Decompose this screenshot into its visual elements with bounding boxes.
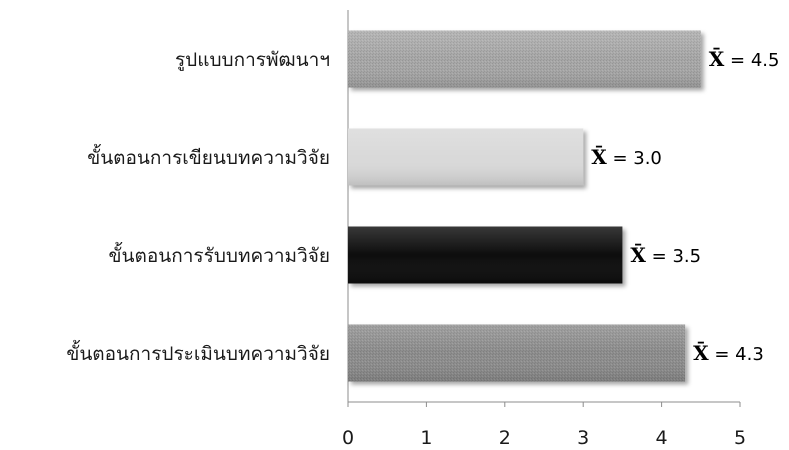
bar	[348, 128, 584, 186]
x-tick-label: 4	[656, 427, 668, 449]
value-labels: X̄ = 4.5X̄ = 3.0X̄ = 3.5X̄ = 4.3	[591, 46, 779, 365]
mean-value: = 3.0	[607, 148, 662, 169]
mean-symbol: X̄	[709, 46, 725, 71]
bar	[348, 324, 686, 382]
value-label: X̄ = 3.0	[591, 144, 662, 169]
x-tick-labels: 0 1 2 3 4 5	[342, 427, 746, 449]
bar-sheen	[348, 324, 686, 382]
value-label: X̄ = 4.3	[693, 340, 764, 365]
x-tick-label: 2	[499, 427, 511, 449]
bar	[348, 226, 623, 284]
mean-value: = 3.5	[646, 246, 701, 267]
x-tick-label: 1	[420, 427, 432, 449]
value-label: X̄ = 3.5	[630, 242, 701, 267]
mean-value: = 4.3	[709, 344, 764, 365]
mean-value: = 4.5	[724, 50, 779, 71]
x-tick-label: 0	[342, 427, 354, 449]
bars	[348, 30, 701, 382]
x-tick-label: 5	[734, 427, 746, 449]
x-tick-label: 3	[577, 427, 589, 449]
category-label: ขั้นตอนการรับบทความวิจัย	[109, 242, 330, 267]
category-label: ขั้นตอนการประเมินบทความวิจัย	[66, 340, 330, 365]
category-label: รูปแบบการพัฒนาฯ	[175, 49, 330, 71]
bar-sheen	[348, 226, 623, 284]
category-labels: รูปแบบการพัฒนาฯขั้นตอนการเขียนบทความวิจั…	[66, 49, 330, 365]
mean-symbol: X̄	[693, 340, 709, 365]
mean-symbol: X̄	[630, 242, 646, 267]
mean-symbol: X̄	[591, 144, 607, 169]
category-label: ขั้นตอนการเขียนบทความวิจัย	[87, 144, 330, 169]
value-label: X̄ = 4.5	[709, 46, 780, 71]
bar-sheen	[348, 128, 584, 186]
bar-sheen	[348, 30, 701, 88]
bar	[348, 30, 701, 88]
